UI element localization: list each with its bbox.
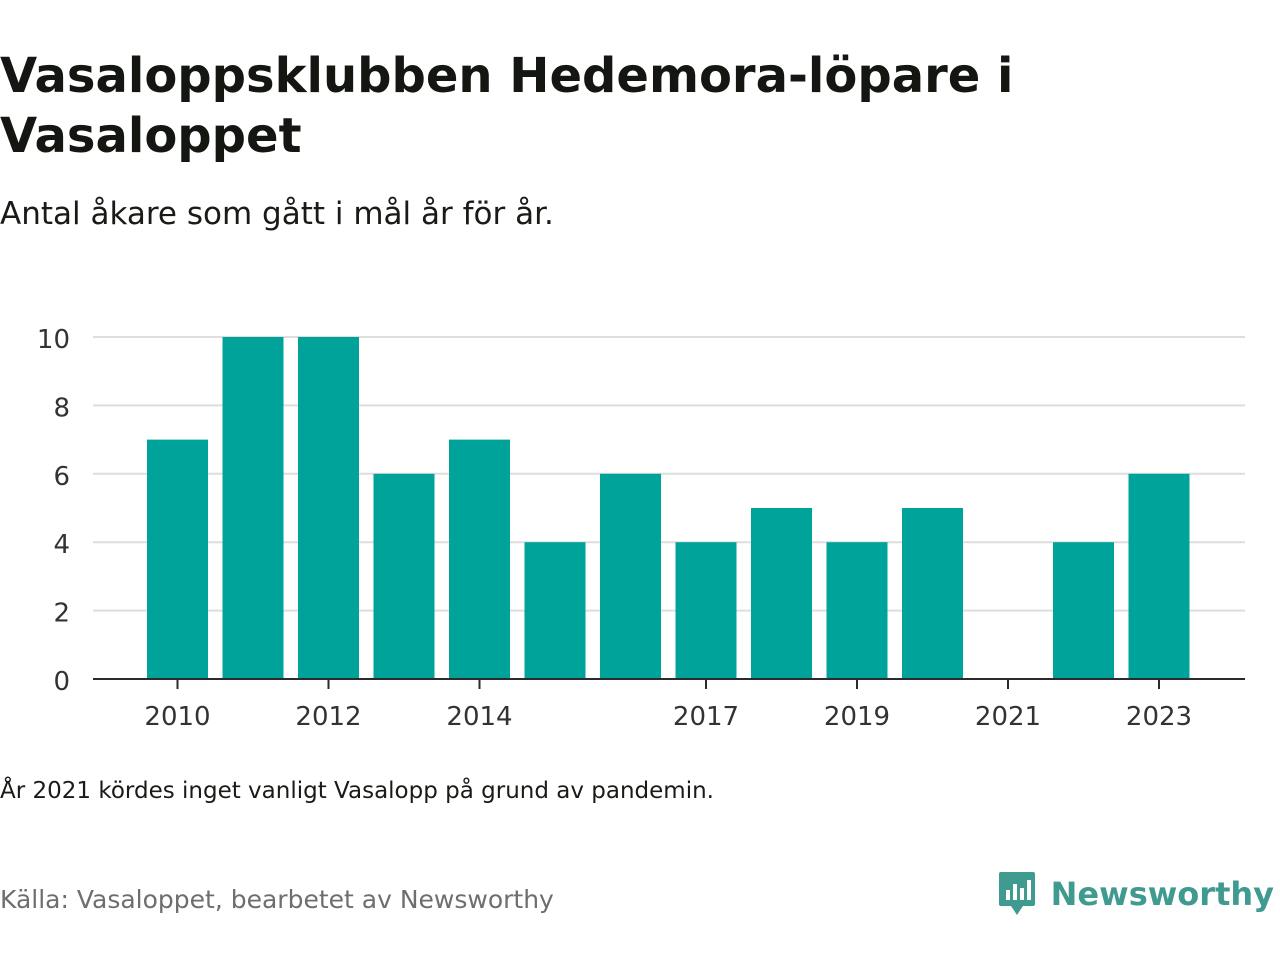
bar-2010 xyxy=(147,439,208,679)
y-axis-ticks: 0 2 4 6 8 10 xyxy=(37,325,70,697)
chart-title: Vasaloppsklubben Hedemora-löpare i Vasal… xyxy=(0,48,1014,164)
bar-2017 xyxy=(675,542,737,679)
y-tick-label: 2 xyxy=(53,599,70,629)
bar-2012 xyxy=(298,337,359,679)
bar-2018 xyxy=(751,508,812,679)
bar-chart: 0 2 4 6 8 10 2010 2012 2014 2017 2019 2021 2023 xyxy=(37,325,1245,732)
brand-name: Newsworthy xyxy=(1050,875,1274,913)
y-tick-label: 8 xyxy=(53,393,70,423)
bar-2023 xyxy=(1128,473,1190,679)
x-tick-label: 2010 xyxy=(144,702,210,732)
bar-2011 xyxy=(222,337,284,679)
bar-2013 xyxy=(373,473,435,679)
y-tick-label: 4 xyxy=(53,530,70,560)
bar-2014 xyxy=(449,439,510,679)
source-credit: Källa: Vasaloppet, bearbetet av Newswort… xyxy=(0,885,554,914)
bar-2016 xyxy=(600,473,661,679)
x-tick-label: 2017 xyxy=(673,702,739,732)
bar-2019 xyxy=(826,542,888,679)
bar-2020 xyxy=(902,508,963,679)
x-tick-label: 2021 xyxy=(975,702,1041,732)
bars xyxy=(147,337,1190,679)
y-tick-label: 6 xyxy=(53,462,70,492)
newsworthy-logo-icon xyxy=(998,872,1035,915)
y-tick-label: 0 xyxy=(53,667,70,697)
x-tick-label: 2012 xyxy=(295,702,361,732)
bar-2022 xyxy=(1053,542,1114,679)
x-axis-ticks: 2010 2012 2014 2017 2019 2021 2023 xyxy=(144,679,1192,732)
y-tick-label: 10 xyxy=(37,325,70,355)
chart-subtitle: Antal åkare som gått i mål år för år. xyxy=(0,196,554,232)
footnote: År 2021 kördes inget vanligt Vasalopp på… xyxy=(0,778,714,804)
bar-2015 xyxy=(524,542,586,679)
x-tick-label: 2019 xyxy=(824,702,890,732)
x-tick-label: 2014 xyxy=(446,702,512,732)
brand-logo: Newsworthy xyxy=(997,870,1274,918)
x-tick-label: 2023 xyxy=(1126,702,1192,732)
